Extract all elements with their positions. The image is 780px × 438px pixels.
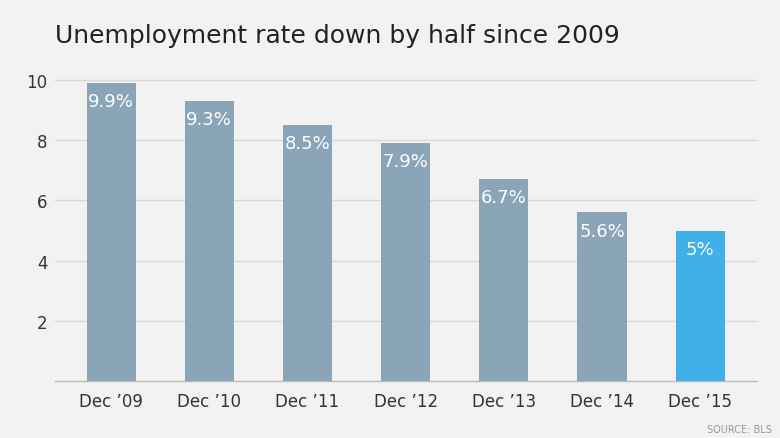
Text: 5.6%: 5.6% bbox=[579, 222, 625, 240]
Bar bbox=[87, 84, 136, 381]
Text: 9.3%: 9.3% bbox=[186, 111, 232, 129]
Bar bbox=[675, 231, 725, 381]
Text: 8.5%: 8.5% bbox=[285, 135, 330, 153]
Bar bbox=[185, 102, 234, 381]
Text: 6.7%: 6.7% bbox=[481, 189, 526, 207]
Bar bbox=[381, 144, 430, 381]
Text: 7.9%: 7.9% bbox=[383, 153, 428, 171]
Text: 5%: 5% bbox=[686, 240, 714, 258]
Bar bbox=[283, 126, 332, 381]
Bar bbox=[479, 180, 528, 381]
Text: 9.9%: 9.9% bbox=[88, 93, 134, 111]
Text: SOURCE: BLS: SOURCE: BLS bbox=[707, 424, 772, 434]
Text: Unemployment rate down by half since 2009: Unemployment rate down by half since 200… bbox=[55, 24, 619, 48]
Bar bbox=[577, 213, 626, 381]
